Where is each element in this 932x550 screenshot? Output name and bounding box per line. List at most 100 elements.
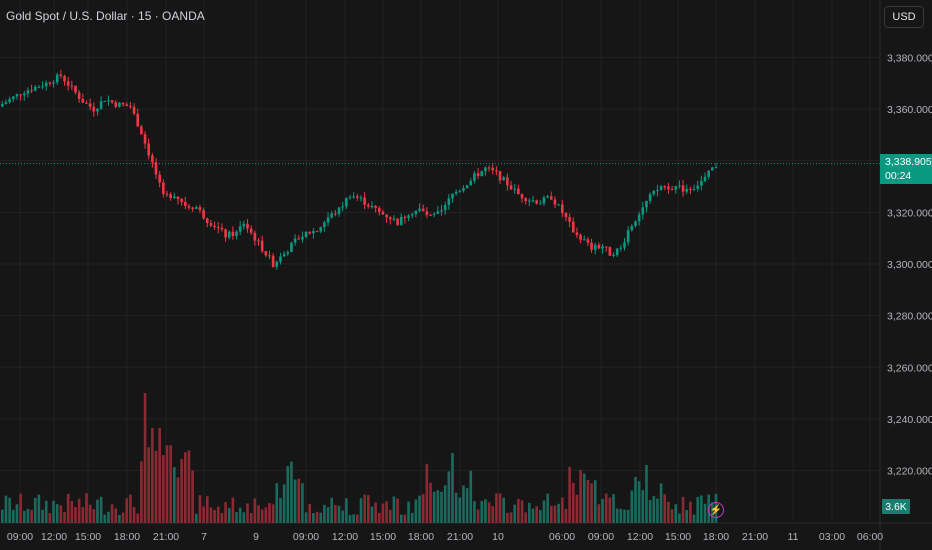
volume-bar [132,507,136,523]
candle-body [381,211,385,215]
currency-button[interactable]: USD [884,6,924,28]
volume-bar [678,513,681,523]
volume-bar [257,505,260,523]
candle-body [498,171,502,181]
candle-body [462,188,465,191]
candle-body [242,223,246,227]
candle-body [352,196,355,198]
volume-bar [465,488,469,523]
volume-bar [487,502,491,523]
volume-bar [377,512,381,523]
candle-body [227,231,231,238]
volume-bar [571,482,575,523]
volume-bar [634,477,637,523]
volume-bar [326,507,330,523]
candle-body [37,86,41,88]
candle-body [513,188,516,190]
volume-bar [162,455,165,523]
candle-body [315,231,319,233]
volume-bar [604,493,608,523]
candle-body [260,240,264,252]
volume-bar [184,452,187,523]
candle-body [363,197,366,205]
candle-body [367,204,370,207]
candle-body [473,173,476,181]
candle-body [495,170,498,172]
candle-body [454,191,458,194]
candle-body [147,143,150,156]
candle-body [114,102,118,107]
candle-body [213,225,216,228]
price-axis: 3,380.0003,360.0003,340.0003,320.0003,30… [887,53,932,478]
candle-body [44,82,48,87]
candle-body [301,236,304,240]
volume-bar [220,513,224,523]
candle-body [290,242,293,253]
volume-bar [205,496,209,523]
volume-bar [388,509,392,523]
candle-body [630,226,634,231]
volume-bar [385,501,388,523]
candle-body [612,255,615,257]
candle-body [374,205,377,208]
candle-body [700,180,703,186]
candle-body [443,205,447,211]
candle-body [66,81,70,86]
volume-bar [425,463,429,523]
candle-body [319,227,323,232]
lightning-icon[interactable]: ⚡ [708,502,724,518]
time-tick-label: 21:00 [742,531,768,543]
candle-body [407,215,410,218]
candle-body [399,216,403,226]
candle-body [151,155,154,163]
volume-bar [582,473,586,523]
candle-body [169,194,172,199]
candle-body [198,207,202,210]
volume-bar [151,428,154,523]
volume-bar [612,494,615,523]
candle-body [542,197,546,204]
candle-body [330,213,333,218]
volume-bar [238,507,242,523]
volume-bar [700,495,703,523]
candle-body [132,106,136,114]
volume-bar [286,466,290,523]
candle-body [714,166,718,168]
time-tick-label: 18:00 [703,531,729,543]
candle-body [571,221,575,233]
candle-body [696,185,699,189]
candle-body [92,106,96,112]
volume-bar [659,483,663,523]
candle-body [184,201,187,206]
candle-body [136,113,140,127]
time-tick-label: 15:00 [75,531,101,543]
volume-bar [520,500,524,523]
volume-bar [282,484,286,523]
candle-body [279,256,282,262]
volume-bar [154,450,158,523]
volume-bar [26,508,30,523]
candle-body [345,197,348,207]
volume-bar [564,508,568,523]
volume-bar [187,450,191,523]
candle-body [107,100,110,102]
volume-bar [66,493,70,523]
volume-bar [304,512,308,523]
volume-bar [546,493,549,523]
candle-body [418,208,421,211]
volume-bar [249,513,253,523]
volume-bar [4,495,8,523]
volume-bar [703,503,707,523]
candle-body [63,75,66,82]
candle-body [637,214,641,222]
candle-body [187,205,191,208]
candle-body [209,223,213,226]
candle-body [103,100,107,102]
volume-bar [491,506,495,523]
volume-bar [235,512,238,523]
volume-bar [480,500,484,523]
volume-bar [271,504,275,523]
volume-bar [557,503,560,523]
